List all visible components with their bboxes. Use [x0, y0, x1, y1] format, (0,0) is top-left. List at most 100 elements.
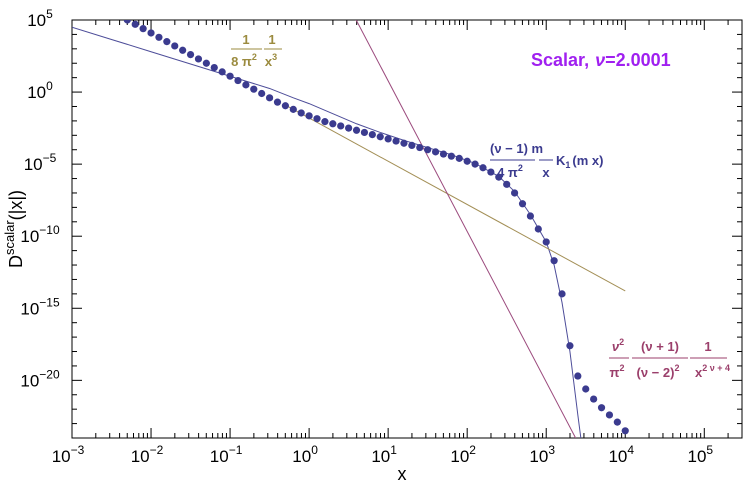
series-line-bessel — [72, 26, 582, 438]
y-tick-label-base: 10 — [24, 155, 43, 174]
y-tick-label: 105 — [27, 7, 53, 30]
short-d2-sup: 3 — [272, 52, 277, 62]
y-axis-label-sup: scalar — [2, 220, 17, 255]
x-tick-label-base: 10 — [450, 447, 469, 466]
data-point-exact — [281, 102, 289, 110]
short-d1-sup: 2 — [252, 52, 257, 62]
plot-frame — [71, 19, 743, 439]
data-point-exact — [447, 152, 455, 160]
data-point-exact — [590, 395, 598, 403]
svg-text:x2 ν + 4: x2 ν + 4 — [695, 363, 730, 380]
data-point-exact — [147, 29, 155, 37]
data-point-exact — [487, 168, 495, 176]
data-point-exact — [550, 257, 558, 265]
y-tick-label-exp: −5 — [43, 151, 57, 165]
data-point-exact — [258, 89, 266, 98]
x-tick-label-base: 10 — [292, 447, 311, 466]
x-tick-label-exp: 4 — [627, 443, 634, 457]
data-point-exact — [558, 290, 566, 298]
formula-short-distance: 1 8 π2 1 x3 — [231, 32, 282, 69]
x-tick-label: 104 — [608, 443, 634, 466]
data-point-exact — [376, 133, 384, 141]
data-point-exact — [234, 76, 242, 85]
data-point-exact — [186, 50, 195, 59]
series-line-long_distance — [355, 20, 577, 438]
svg-text:x3: x3 — [265, 52, 277, 69]
annotation-nu: ν — [595, 50, 605, 70]
data-point-exact — [242, 81, 250, 89]
x-tick-label-exp: 2 — [469, 443, 476, 457]
y-tick-label-base: 10 — [20, 227, 39, 246]
short-d2: x — [265, 54, 273, 69]
data-point-exact — [526, 212, 535, 220]
data-point-exact — [424, 146, 432, 154]
long-d1: π — [610, 365, 620, 380]
svg-text:Dscalar(|x|): Dscalar(|x|) — [2, 190, 26, 268]
long-d3: x — [695, 365, 703, 380]
data-point-exact — [455, 154, 463, 162]
x-tick-label: 100 — [292, 443, 318, 466]
svg-text:K1(m x): K1 (m x) — [556, 153, 603, 170]
x-tick-label-base: 10 — [529, 447, 548, 466]
y-tick-label-exp: −10 — [39, 223, 60, 237]
long-n2: (ν + 1) — [641, 339, 679, 354]
y-tick-label-base: 10 — [27, 11, 46, 30]
annotation-sep: , — [584, 50, 589, 70]
bessel-d1: 4 π — [497, 165, 518, 180]
long-d2: (ν − 2) — [637, 365, 675, 380]
data-point-exact — [155, 33, 163, 41]
data-point-exact — [384, 135, 392, 143]
data-point-exact — [273, 98, 282, 106]
chart-annotation: Scalar, ν=2.0001 — [531, 50, 671, 70]
x-tick-label: 101 — [371, 443, 397, 466]
data-point-exact — [305, 112, 313, 120]
data-point-exact — [582, 385, 590, 393]
x-tick-label-base: 10 — [210, 447, 229, 466]
data-point-exact — [597, 404, 606, 412]
bessel-tail: K — [556, 153, 566, 168]
data-point-exact — [542, 238, 550, 246]
data-point-exact — [574, 372, 582, 380]
long-n3: 1 — [704, 339, 711, 354]
long-d3-sup: 2 ν + 4 — [702, 363, 730, 373]
x-tick-label-base: 10 — [687, 447, 706, 466]
long-n1-sup: 2 — [619, 337, 624, 347]
data-point-exact — [495, 173, 503, 181]
data-point-exact — [613, 418, 621, 426]
x-tick-label-base: 10 — [52, 447, 71, 466]
annotation-value: =2.0001 — [605, 50, 671, 70]
data-point-exact — [360, 128, 369, 137]
data-point-exact — [400, 139, 408, 147]
x-tick-label: 105 — [687, 443, 713, 466]
data-point-exact — [297, 109, 305, 117]
data-point-exact — [289, 105, 297, 113]
data-point-exact — [218, 68, 226, 76]
x-tick-label-exp: 1 — [390, 443, 397, 457]
series-lines — [72, 20, 626, 438]
y-axis-label-arg: (|x|) — [6, 190, 26, 220]
long-d2-sup: 2 — [674, 363, 679, 373]
y-axis-label-base: D — [6, 255, 26, 268]
data-point-exact — [439, 150, 448, 158]
data-point-exact — [179, 46, 187, 54]
x-tick-label: 10−2 — [131, 443, 164, 466]
y-tick-label-base: 10 — [20, 299, 39, 318]
data-point-exact — [605, 411, 614, 419]
data-point-exact — [416, 143, 424, 152]
svg-text:π2: π2 — [610, 363, 625, 380]
y-tick-label-base: 10 — [20, 371, 39, 390]
data-point-exact — [163, 38, 171, 46]
short-d1: 8 π — [231, 54, 252, 69]
bessel-tail-sub: 1 — [565, 160, 570, 170]
x-tick-label: 102 — [450, 443, 476, 466]
x-tick-label: 10−1 — [210, 443, 243, 466]
data-point-exact — [226, 72, 234, 80]
svg-text:ν2: ν2 — [612, 337, 624, 354]
x-tick-label: 103 — [529, 443, 555, 466]
x-tick-label-exp: −3 — [71, 443, 85, 457]
bessel-tail-arg: (m x) — [572, 153, 603, 168]
data-point-exact — [313, 115, 321, 123]
x-axis-label: x — [398, 464, 407, 484]
y-tick-label: 10−15 — [20, 295, 60, 318]
data-point-exact — [250, 85, 258, 93]
